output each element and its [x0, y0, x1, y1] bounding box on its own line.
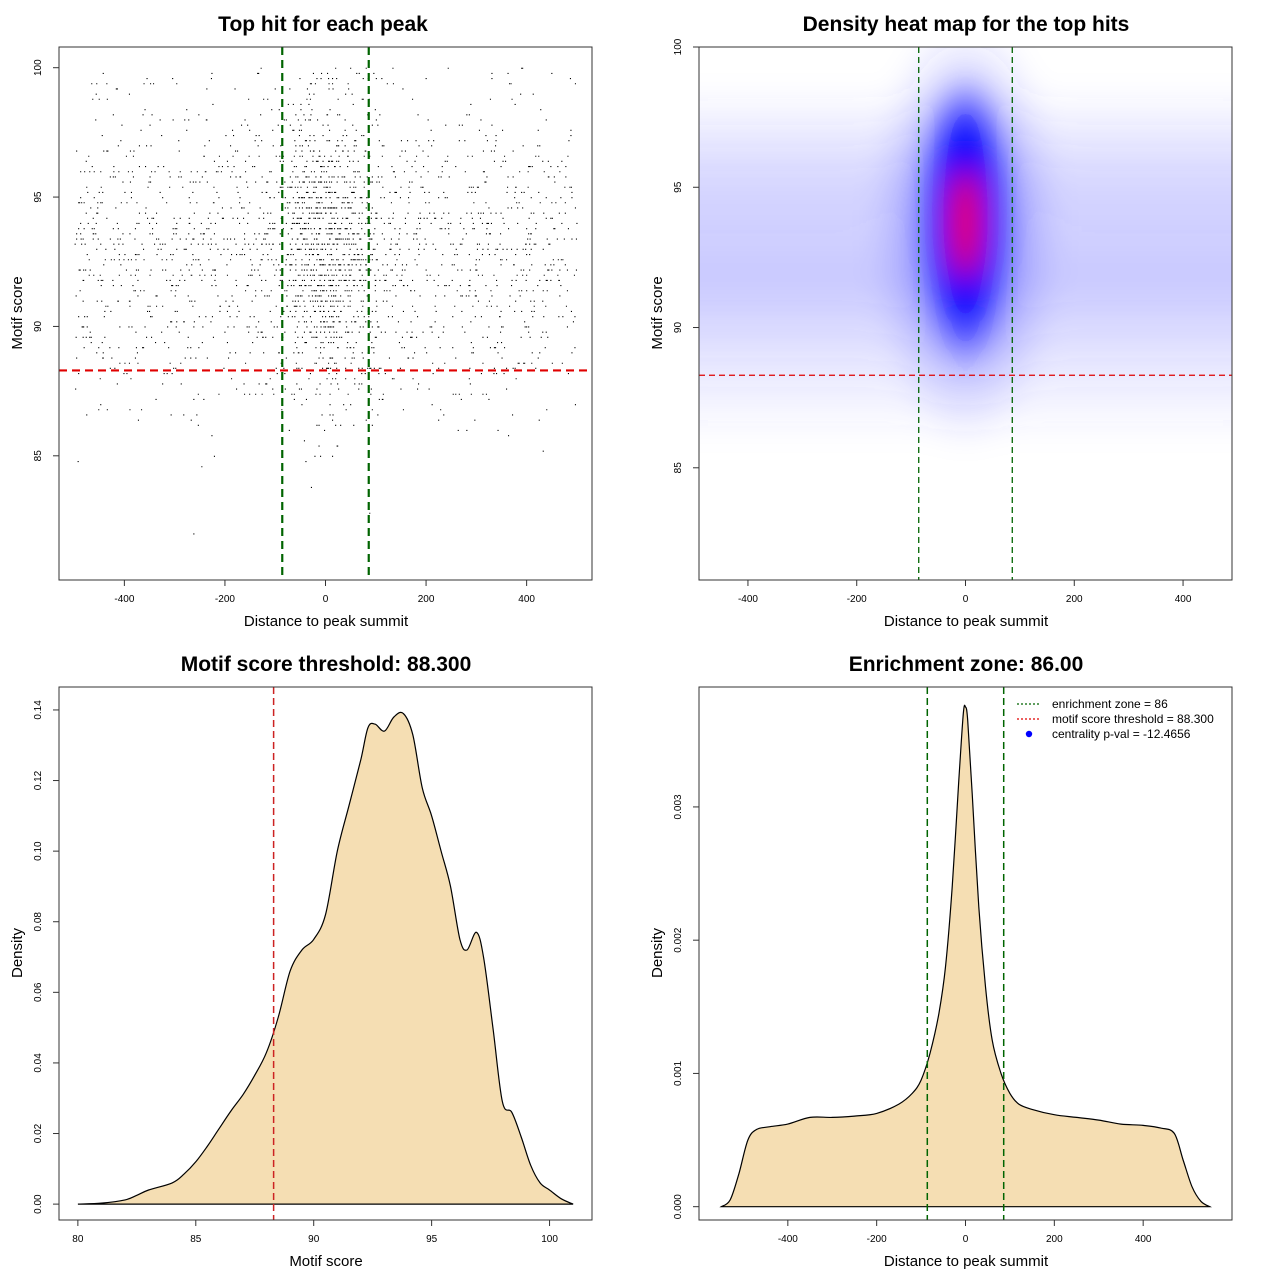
y-tick-label: 0.08 — [33, 912, 44, 932]
panel-scatter: Top hit for each peak -400 -200 0 200 400 85 9… — [9, 13, 593, 630]
y-tick-label: 0.04 — [33, 1053, 44, 1073]
axes: 80 85 90 95 100 0.00 0.02 0.04 0.06 0.08 0.10 0.12 0… — [33, 700, 558, 1245]
legend: enrichment zone = 86 motif score thresho… — [1017, 697, 1214, 741]
y-tick-label: 0.10 — [33, 841, 44, 861]
panel-distance-density: Enrichment zone: 86.00 -400 -200 0 200 400 0.… — [649, 653, 1233, 1270]
x-tick-label: 80 — [72, 1234, 84, 1245]
reference-lines — [699, 47, 1232, 580]
x-tick-label: 0 — [323, 594, 329, 605]
legend-dot-icon — [1025, 730, 1033, 738]
x-axis-label: Distance to peak summit — [884, 613, 1049, 630]
x-tick-label: 200 — [1046, 1234, 1063, 1245]
chart-title: Motif score threshold: 88.300 — [181, 653, 472, 676]
y-axis-label: Density — [9, 927, 26, 978]
y-axis-label: Motif score — [649, 276, 666, 349]
y-tick-label: 0.06 — [33, 982, 44, 1002]
x-tick-label: 0 — [963, 1234, 969, 1245]
axes: -400 -200 0 200 400 0.000 0.001 0.002 0.003 — [673, 794, 1152, 1245]
x-tick-label: 400 — [1175, 594, 1192, 605]
y-tick-label: 90 — [673, 322, 684, 334]
reference-lines — [926, 687, 1005, 1220]
chart-title: Density heat map for the top hits — [803, 13, 1130, 36]
x-tick-label: 85 — [190, 1234, 202, 1245]
y-tick-label: 100 — [673, 38, 684, 55]
y-tick-label: 0.02 — [33, 1123, 44, 1143]
x-tick-label: 100 — [541, 1234, 558, 1245]
panel-score-density: Motif score threshold: 88.300 80 85 90 95 10… — [9, 653, 593, 1270]
y-tick-label: 0.003 — [673, 794, 684, 819]
x-tick-label: 400 — [1135, 1234, 1152, 1245]
legend-label: centrality p-val = -12.4656 — [1052, 727, 1191, 741]
y-tick-label: 0.12 — [33, 770, 44, 790]
x-axis-label: Distance to peak summit — [244, 613, 409, 630]
x-tick-label: 400 — [518, 594, 535, 605]
scatter-point-cloud — [74, 67, 578, 535]
y-tick-label: 95 — [673, 181, 684, 193]
density-area — [719, 704, 1212, 1208]
x-tick-label: 200 — [418, 594, 435, 605]
y-tick-label: 0.001 — [673, 1060, 684, 1085]
heatmap-peak — [953, 169, 978, 280]
scatter-points — [74, 67, 578, 535]
y-axis-label: Motif score — [9, 276, 26, 349]
chart-title: Enrichment zone: 86.00 — [849, 653, 1084, 676]
heatmap-cells — [699, 47, 1232, 446]
x-tick-label: 90 — [308, 1234, 320, 1245]
panel-heatmap: Density heat map for the top hits -400 -2… — [649, 13, 1233, 630]
x-axis-label: Motif score — [289, 1253, 362, 1270]
x-tick-label: -400 — [114, 594, 134, 605]
plot-frame — [58, 46, 593, 581]
x-tick-label: 0 — [963, 594, 969, 605]
x-tick-label: -200 — [867, 1234, 887, 1245]
density-area — [77, 711, 574, 1205]
x-tick-label: 95 — [426, 1234, 438, 1245]
x-tick-label: -400 — [738, 594, 758, 605]
legend-label: motif score threshold = 88.300 — [1052, 712, 1214, 726]
y-tick-label: 0.002 — [673, 927, 684, 952]
axes: -400 -200 0 200 400 85 90 95 100 — [33, 59, 535, 605]
plot-frame — [58, 686, 593, 1221]
reference-lines — [59, 47, 592, 580]
y-tick-label: 95 — [33, 191, 44, 203]
axes: -400 -200 0 200 400 85 90 95 100 — [673, 38, 1192, 605]
y-tick-label: 0.000 — [673, 1194, 684, 1219]
y-tick-label: 85 — [33, 450, 44, 462]
x-tick-label: -200 — [847, 594, 867, 605]
y-tick-label: 100 — [33, 59, 44, 76]
y-tick-label: 0.00 — [33, 1194, 44, 1214]
x-tick-label: -400 — [778, 1234, 798, 1245]
y-tick-label: 90 — [33, 320, 44, 332]
y-tick-label: 0.14 — [33, 700, 44, 720]
x-tick-label: -200 — [215, 594, 235, 605]
y-tick-label: 85 — [673, 462, 684, 474]
heatmap-surface — [699, 47, 1232, 580]
y-axis-label: Density — [649, 927, 666, 978]
chart-title: Top hit for each peak — [218, 13, 428, 36]
legend-label: enrichment zone = 86 — [1052, 697, 1168, 711]
x-axis-label: Distance to peak summit — [884, 1253, 1049, 1270]
x-tick-label: 200 — [1066, 594, 1083, 605]
